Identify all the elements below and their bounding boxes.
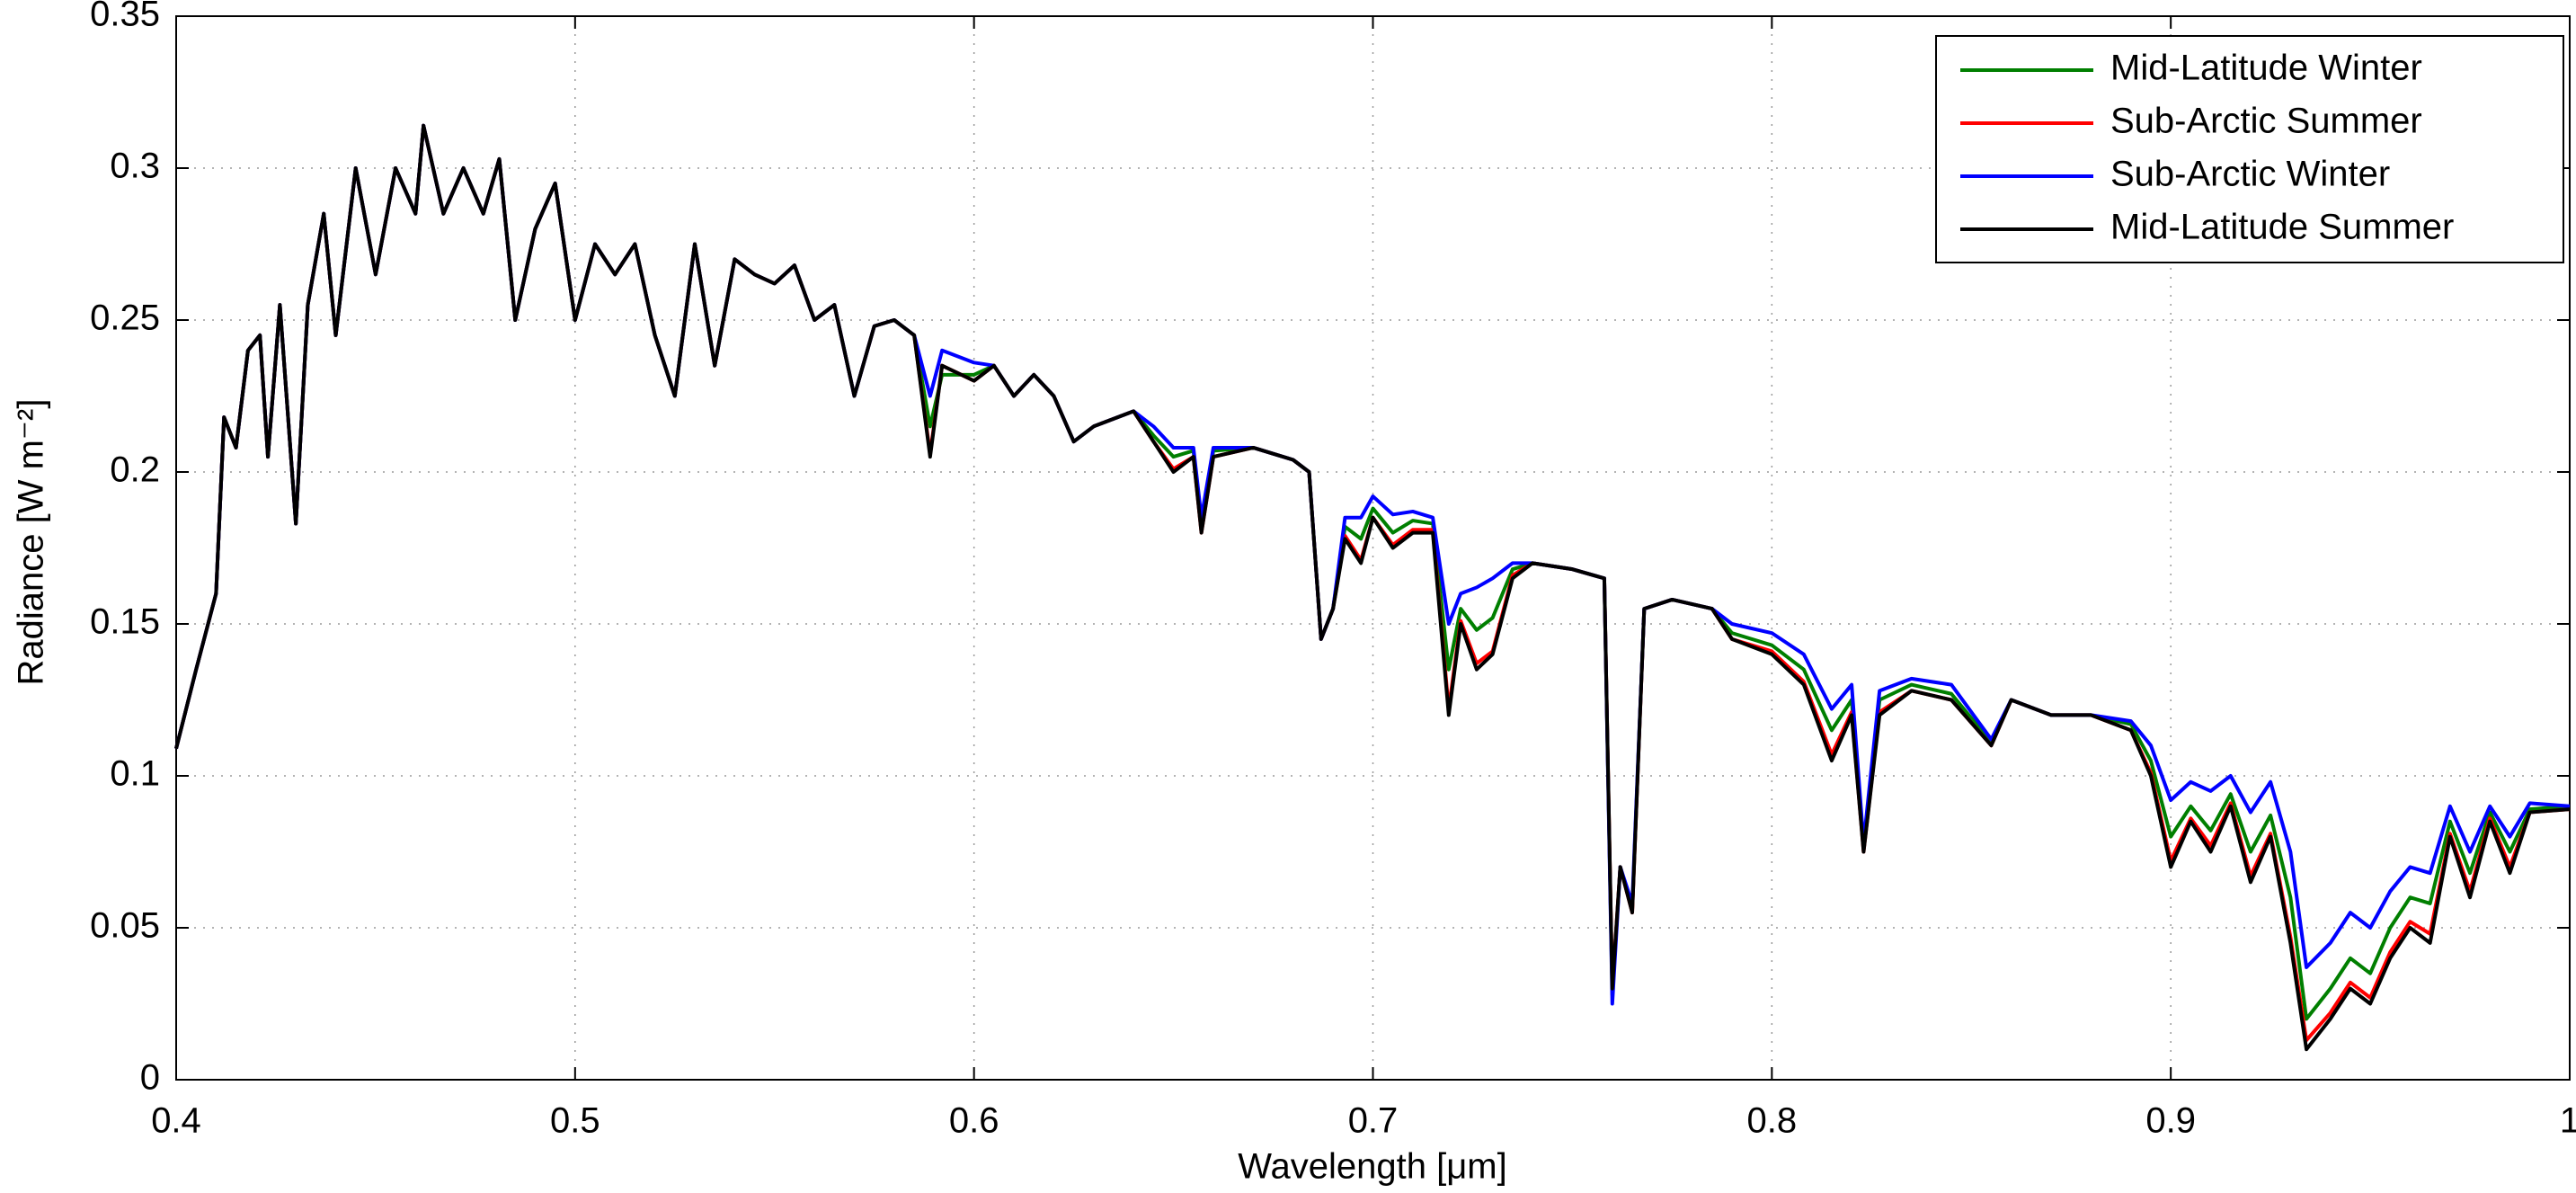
y-tick-label: 0.15 bbox=[90, 602, 160, 642]
legend-label: Mid-Latitude Winter bbox=[2110, 49, 2422, 88]
y-tick-label: 0.3 bbox=[110, 147, 160, 186]
x-tick-label: 0.5 bbox=[550, 1101, 600, 1141]
y-tick-label: 0.2 bbox=[110, 450, 160, 490]
y-tick-label: 0 bbox=[140, 1058, 160, 1098]
x-tick-label: 0.6 bbox=[949, 1101, 999, 1141]
x-tick-label: 1 bbox=[2560, 1101, 2576, 1141]
legend-label: Sub-Arctic Summer bbox=[2110, 102, 2422, 141]
plot-frame bbox=[175, 15, 2571, 1081]
series-line bbox=[174, 123, 2571, 1052]
y-tick-label: 0.35 bbox=[90, 0, 160, 34]
y-tick-label: 0.25 bbox=[90, 298, 160, 338]
y-tick-label: 0.1 bbox=[110, 754, 160, 794]
x-tick-label: 0.9 bbox=[2145, 1101, 2196, 1141]
legend-label: Mid-Latitude Summer bbox=[2110, 208, 2454, 247]
x-tick-label: 0.8 bbox=[1747, 1101, 1798, 1141]
legend-box bbox=[1935, 35, 2564, 263]
y-axis-label: Radiance [W m⁻²] bbox=[12, 399, 51, 686]
y-tick-label: 0.05 bbox=[90, 906, 160, 946]
x-tick-label: 0.4 bbox=[151, 1101, 201, 1141]
x-axis-label: Wavelength [μm] bbox=[1238, 1147, 1506, 1187]
legend-label: Sub-Arctic Winter bbox=[2110, 155, 2390, 194]
x-tick-label: 0.7 bbox=[1348, 1101, 1399, 1141]
